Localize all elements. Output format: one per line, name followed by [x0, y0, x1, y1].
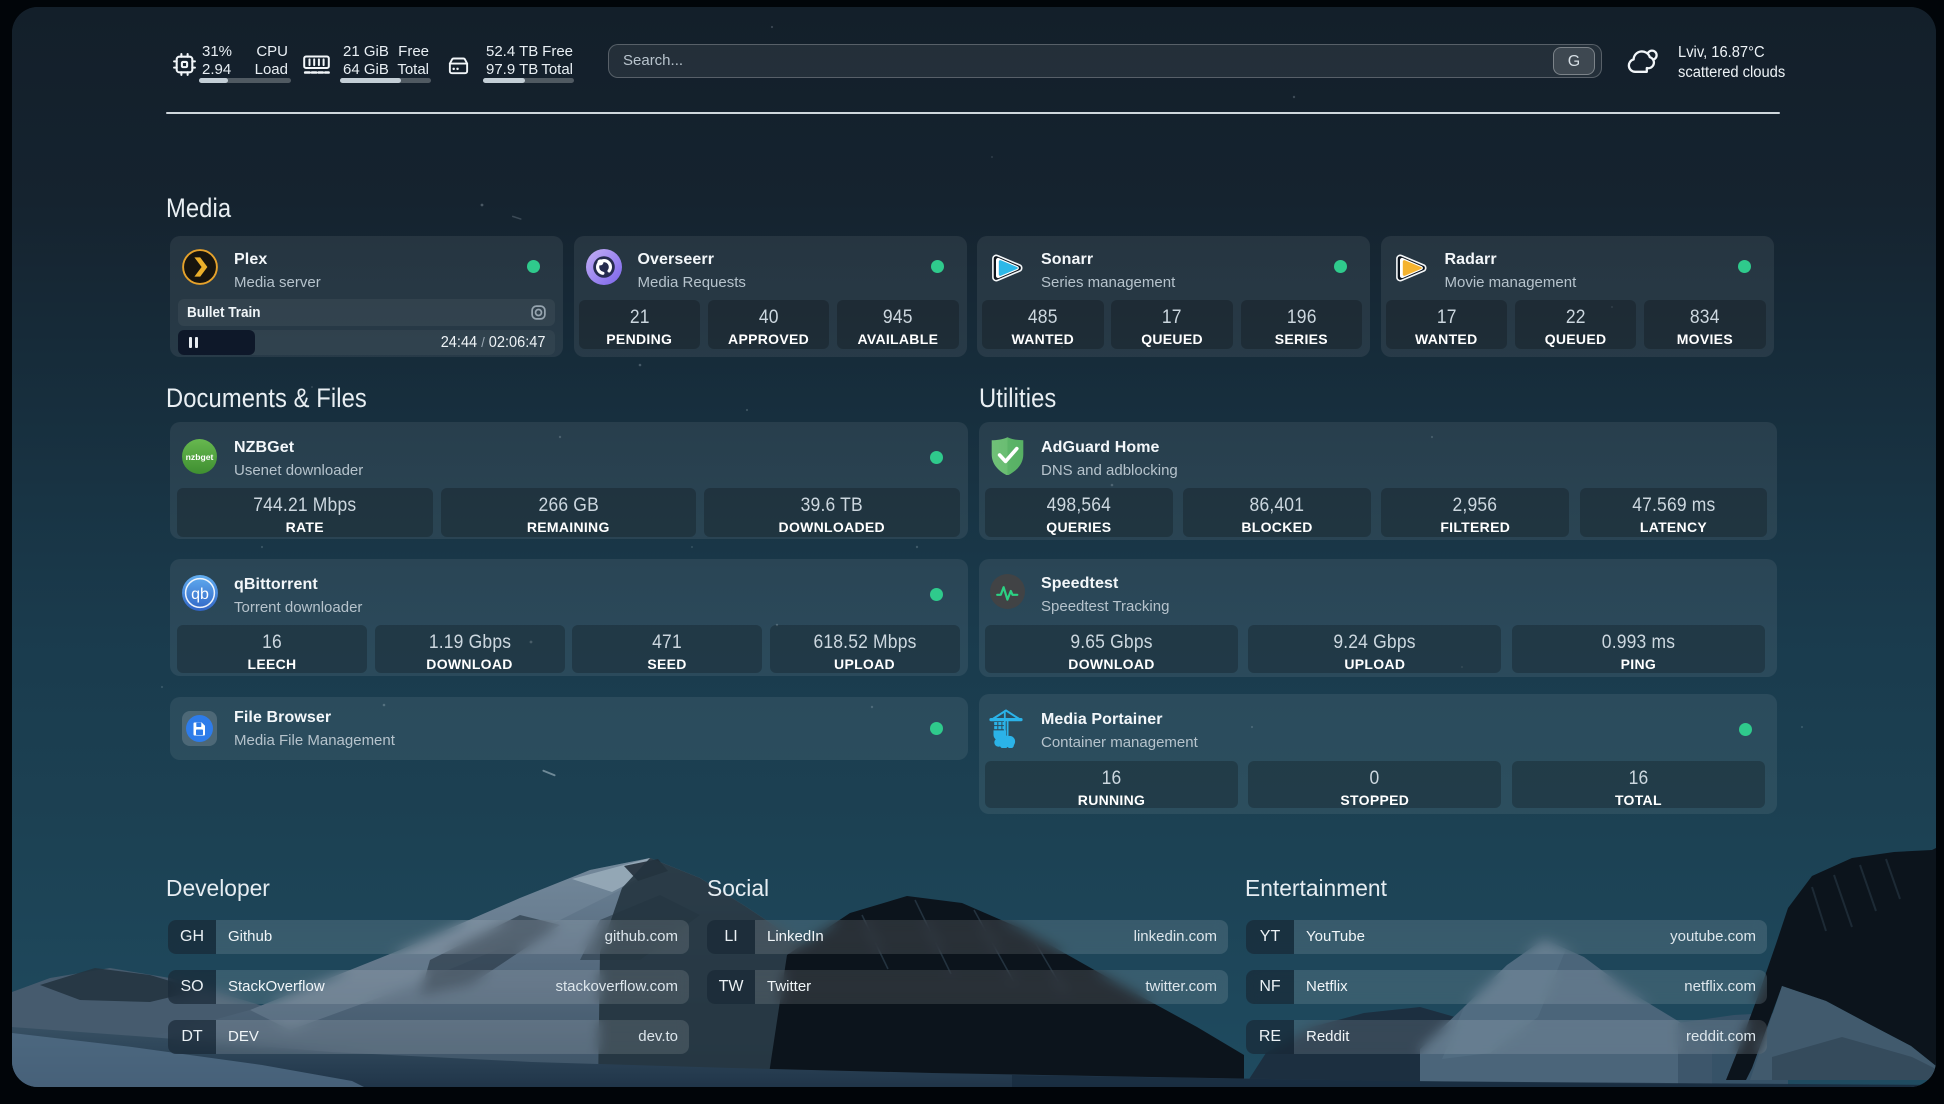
- svg-text:nzbget: nzbget: [186, 452, 214, 462]
- svg-text:qb: qb: [191, 586, 209, 603]
